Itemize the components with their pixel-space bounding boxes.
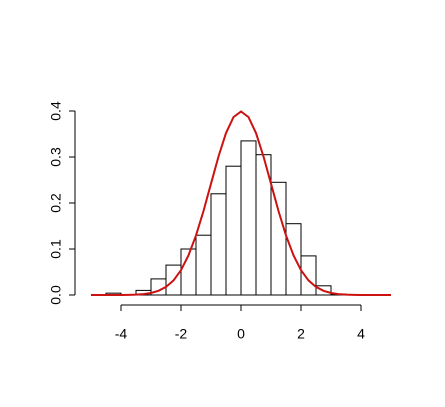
bar (195, 234, 212, 296)
y-tick-label: 0.3 (48, 147, 64, 167)
bar (270, 181, 287, 296)
x-tick-label: 4 (357, 326, 365, 342)
y-tick-label: 0.2 (48, 193, 64, 213)
bar (210, 193, 227, 296)
density-curve (91, 110, 391, 296)
y-tick-label: 0.4 (48, 101, 64, 121)
y-tick-label: 0.1 (48, 239, 64, 259)
x-tick-label: 2 (297, 326, 305, 342)
bar (300, 255, 317, 296)
bar (240, 140, 257, 296)
y-tick-label: 0.0 (48, 285, 64, 305)
x-tick-label: -4 (115, 326, 128, 342)
x-tick-label: 0 (237, 326, 245, 342)
x-tick-label: -2 (175, 326, 188, 342)
bar (225, 165, 242, 296)
bar (285, 223, 302, 296)
